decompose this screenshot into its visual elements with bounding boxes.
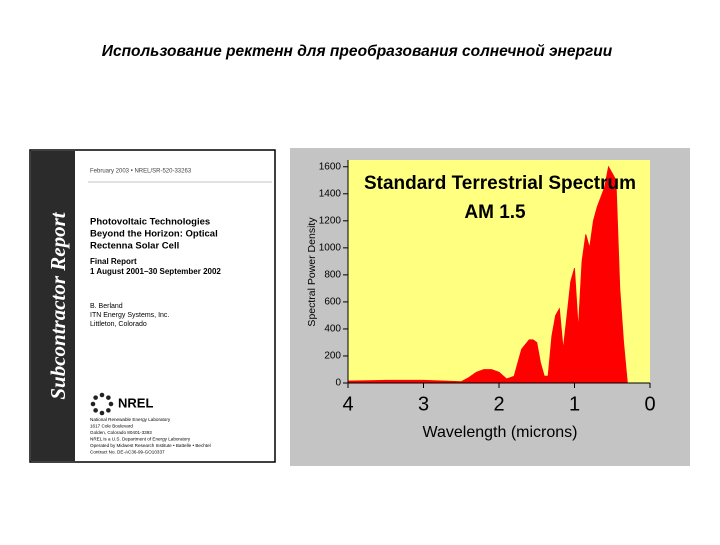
slide-title: Использование ректенн для преобразования… [102, 43, 613, 60]
cover-footer: Contract No. DE-AC36-99-GO10337 [90, 450, 165, 455]
logo-dot [99, 392, 105, 398]
cover-title: Rectenna Solar Cell [90, 241, 179, 252]
cover-band [31, 151, 75, 461]
cover-title: Beyond the Horizon: Optical [90, 229, 218, 240]
cover-band-text: Subcontractor Report [46, 211, 70, 399]
cover-footer: Golden, Colorado 80401-3393 [90, 430, 152, 435]
cover-header: February 2003 • NREL/SR-520-33263 [90, 169, 192, 175]
logo-dot [93, 395, 98, 400]
cover-author: B. Berland [90, 303, 123, 310]
y-tick-label: 200 [324, 351, 341, 362]
chart-title: Standard Terrestrial Spectrum [364, 173, 636, 194]
logo-dot [108, 401, 114, 407]
cover-author: ITN Energy Systems, Inc. [90, 312, 169, 319]
cover-title: Photovoltaic Technologies [90, 217, 210, 228]
y-tick-label: 1000 [319, 242, 342, 253]
chart-subtitle: AM 1.5 [464, 202, 526, 223]
x-tick-label: 1 [569, 393, 580, 415]
logo-dot [90, 401, 96, 407]
y-tick-label: 400 [324, 324, 341, 335]
x-tick-label: 0 [644, 393, 655, 415]
y-tick-label: 1600 [319, 161, 342, 172]
y-tick-label: 800 [324, 270, 341, 281]
cover-footer: NREL is a U.S. Department of Energy Labo… [90, 437, 191, 442]
cover-footer: Operated by Midwest Research Institute •… [90, 443, 211, 448]
cover-footer: 1617 Cole Boulevard [90, 424, 133, 429]
y-tick-label: 1200 [319, 215, 342, 226]
x-tick-label: 4 [342, 393, 353, 415]
cover-author: Littleton, Colorado [90, 321, 147, 328]
cover-report: 1 August 2001–30 September 2002 [90, 267, 221, 276]
cover-footer: National Renewable Energy Laboratory [90, 417, 171, 422]
spectrum-area [347, 165, 628, 384]
x-axis-label: Wavelength (microns) [422, 424, 577, 441]
x-tick-label: 3 [418, 393, 429, 415]
y-tick-label: 0 [335, 378, 341, 389]
chart: 0 200 400 600 800 1000 1200 1400 1600 4 3 2 1 0 [319, 160, 656, 415]
x-tick-label: 2 [493, 393, 504, 415]
cover-logo: NREL [118, 395, 153, 410]
logo-dot [106, 408, 111, 413]
logo-dot [106, 395, 111, 400]
y-axis-label: Spectral Power Density [306, 217, 318, 327]
y-tick-label: 1400 [319, 188, 342, 199]
logo-dot [93, 408, 98, 413]
logo-dot [99, 410, 105, 416]
y-tick-label: 600 [324, 297, 341, 308]
cover-report: Final Report [90, 257, 137, 266]
